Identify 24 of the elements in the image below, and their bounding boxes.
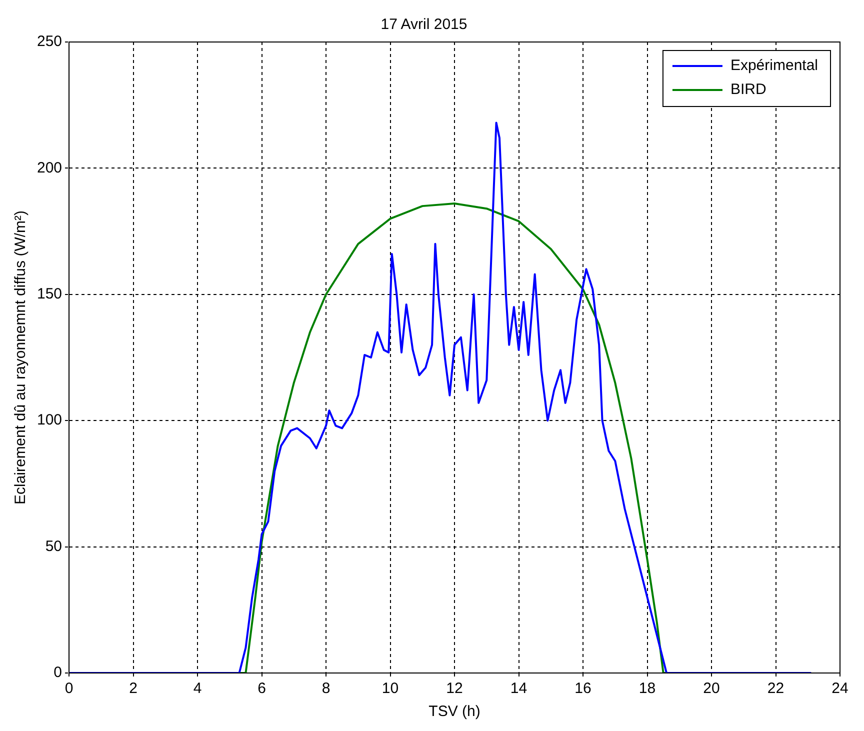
x-tick-label: 18 — [638, 680, 656, 698]
x-tick-label: 16 — [574, 680, 592, 698]
y-tick-label: 100 — [36, 412, 62, 429]
x-tick-label: 6 — [258, 680, 266, 698]
x-tick-label: 24 — [832, 680, 848, 698]
x-tick-label: 14 — [510, 680, 528, 698]
x-tick-label: 22 — [767, 680, 784, 698]
y-tick-label: 200 — [36, 159, 62, 176]
x-tick-label: 8 — [322, 680, 330, 698]
x-axis-title: TSV (h) — [428, 703, 480, 720]
x-tick-label: 0 — [64, 680, 74, 698]
legend-label: BIRD — [730, 81, 766, 98]
x-tick-label: 2 — [129, 680, 138, 698]
y-tick-label: 150 — [36, 286, 62, 303]
x-tick-label: 10 — [382, 680, 399, 698]
y-tick-label: 50 — [45, 538, 62, 555]
x-tick-label: 4 — [193, 680, 202, 698]
legend-label: Expérimental — [730, 57, 818, 74]
x-tick-label: 20 — [703, 680, 720, 698]
y-axis-title: Eclairement dû au rayonnemnt diffus (W/m²) — [12, 210, 30, 505]
chart-title: 17 Avril 2015 — [380, 16, 468, 34]
y-tick-label: 250 — [36, 33, 62, 50]
x-tick-label: 12 — [446, 680, 463, 698]
y-tick-label: 0 — [54, 664, 62, 682]
